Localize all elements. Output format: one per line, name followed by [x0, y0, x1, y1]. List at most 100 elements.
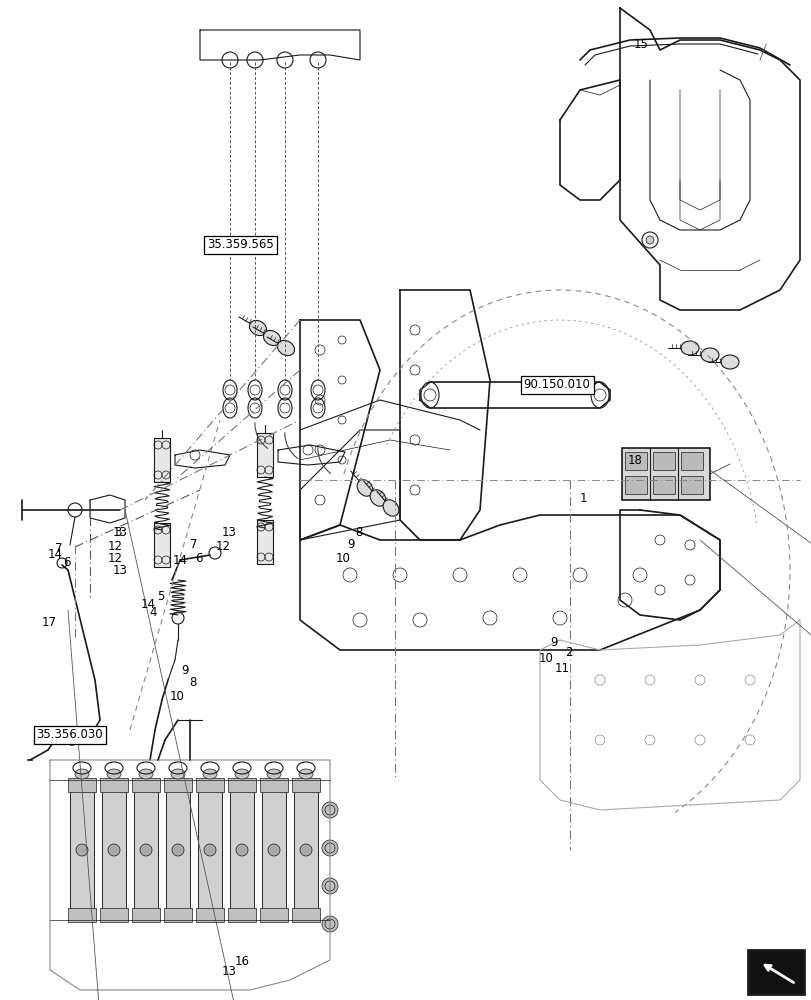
Text: 15: 15: [633, 38, 648, 51]
Bar: [680, 476, 702, 494]
Bar: [195, 908, 224, 922]
Bar: [195, 778, 224, 792]
Text: 8: 8: [354, 526, 363, 538]
Bar: [747, 950, 803, 994]
Text: 13: 13: [113, 564, 127, 576]
Text: 2: 2: [564, 647, 572, 660]
Bar: [154, 438, 169, 482]
Bar: [102, 790, 126, 910]
Bar: [165, 790, 190, 910]
Ellipse shape: [277, 340, 294, 356]
Ellipse shape: [370, 490, 385, 506]
Bar: [134, 790, 158, 910]
Bar: [624, 452, 646, 470]
Ellipse shape: [75, 769, 89, 779]
Bar: [102, 790, 126, 910]
Text: 90.150.010: 90.150.010: [523, 378, 590, 391]
Bar: [165, 790, 190, 910]
Bar: [230, 790, 254, 910]
Text: 5: 5: [157, 589, 165, 602]
Text: 14: 14: [48, 548, 62, 562]
Text: 9: 9: [181, 664, 189, 676]
Bar: [652, 476, 674, 494]
Bar: [164, 908, 191, 922]
Circle shape: [646, 236, 653, 244]
Ellipse shape: [267, 769, 281, 779]
Circle shape: [139, 844, 152, 856]
Text: 10: 10: [538, 652, 552, 664]
Circle shape: [236, 844, 247, 856]
Bar: [198, 790, 221, 910]
Bar: [70, 790, 94, 910]
Circle shape: [322, 802, 337, 818]
Bar: [154, 523, 169, 567]
Bar: [257, 433, 272, 477]
Text: 35.359.565: 35.359.565: [207, 238, 273, 251]
Ellipse shape: [298, 769, 312, 779]
Text: 9: 9: [549, 637, 557, 650]
Text: 13: 13: [221, 526, 236, 540]
Ellipse shape: [720, 355, 738, 369]
Ellipse shape: [383, 500, 398, 516]
Circle shape: [204, 844, 216, 856]
Text: 1: 1: [578, 491, 586, 504]
Circle shape: [299, 844, 311, 856]
Bar: [134, 790, 158, 910]
Circle shape: [322, 840, 337, 856]
Circle shape: [322, 916, 337, 932]
Bar: [292, 778, 320, 792]
Ellipse shape: [700, 348, 718, 362]
Bar: [624, 476, 646, 494]
Ellipse shape: [107, 769, 121, 779]
Bar: [132, 778, 160, 792]
Bar: [262, 790, 285, 910]
Bar: [652, 452, 674, 470]
Text: 4: 4: [148, 606, 157, 619]
Text: 35.356.030: 35.356.030: [36, 728, 103, 742]
Bar: [294, 790, 318, 910]
Text: 6: 6: [195, 552, 203, 564]
Bar: [68, 778, 96, 792]
Ellipse shape: [234, 769, 249, 779]
Circle shape: [76, 844, 88, 856]
Bar: [260, 908, 288, 922]
Bar: [228, 908, 255, 922]
Text: 14: 14: [140, 597, 155, 610]
Ellipse shape: [171, 769, 185, 779]
Bar: [230, 790, 254, 910]
Bar: [228, 778, 255, 792]
Text: 16: 16: [234, 955, 249, 968]
Text: 10: 10: [335, 552, 350, 564]
Bar: [680, 452, 702, 470]
Ellipse shape: [357, 480, 372, 496]
Text: 3: 3: [114, 526, 122, 538]
Text: 13: 13: [113, 526, 127, 540]
Text: 13: 13: [221, 965, 236, 978]
Text: 12: 12: [216, 540, 230, 552]
Bar: [100, 778, 128, 792]
Circle shape: [322, 878, 337, 894]
Bar: [164, 778, 191, 792]
Bar: [132, 908, 160, 922]
Text: 18: 18: [627, 454, 642, 466]
Ellipse shape: [139, 769, 152, 779]
Bar: [68, 908, 96, 922]
Bar: [70, 790, 94, 910]
Text: 7: 7: [54, 542, 62, 554]
Text: 14: 14: [173, 554, 187, 566]
Text: 17: 17: [41, 615, 56, 629]
Circle shape: [268, 844, 280, 856]
Text: 6: 6: [62, 556, 71, 568]
Text: 7: 7: [189, 538, 197, 552]
Text: 10: 10: [169, 690, 184, 702]
Ellipse shape: [263, 330, 280, 346]
Bar: [260, 778, 288, 792]
Text: 8: 8: [189, 676, 197, 690]
Ellipse shape: [680, 341, 698, 355]
Bar: [621, 448, 709, 500]
Bar: [100, 908, 128, 922]
Bar: [257, 520, 272, 564]
Text: 11: 11: [554, 662, 569, 674]
Bar: [262, 790, 285, 910]
Bar: [294, 790, 318, 910]
